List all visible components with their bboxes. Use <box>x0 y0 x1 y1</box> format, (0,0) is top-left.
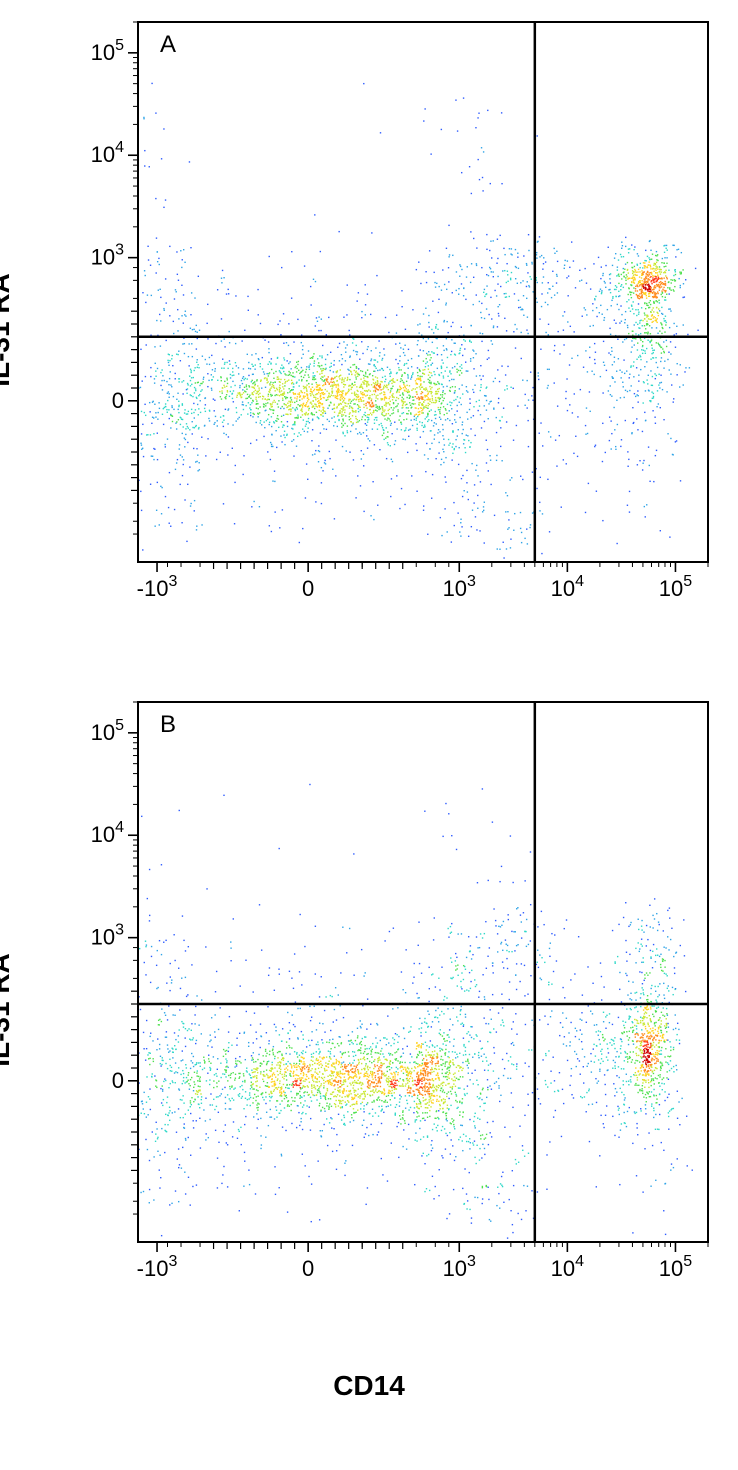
svg-text:A: A <box>160 31 176 58</box>
svg-text:103: 103 <box>91 242 124 270</box>
x-axis-label: CD14 <box>10 1370 728 1402</box>
svg-text:105: 105 <box>659 573 692 601</box>
svg-text:104: 104 <box>91 139 124 167</box>
panel-B-wrap: IL-31 RA -10301031041050103104105B <box>10 690 728 1330</box>
svg-text:-103: -103 <box>137 573 178 601</box>
figure: IL-31 RA -10301031041050103104105A IL-31… <box>10 10 728 1402</box>
panel-B-svg: -10301031041050103104105B <box>48 690 728 1330</box>
svg-text:105: 105 <box>91 37 124 65</box>
svg-text:104: 104 <box>551 573 584 601</box>
svg-text:0: 0 <box>112 388 124 413</box>
y-axis-label-A: IL-31 RA <box>0 273 16 387</box>
svg-text:103: 103 <box>443 573 476 601</box>
panel-A-wrap: IL-31 RA -10301031041050103104105A <box>10 10 728 650</box>
y-axis-label-B: IL-31 RA <box>0 953 16 1067</box>
panel-A-svg: -103 0 103 104 105 0 103 104 105 A <box>48 10 728 650</box>
svg-text:0: 0 <box>302 576 314 601</box>
